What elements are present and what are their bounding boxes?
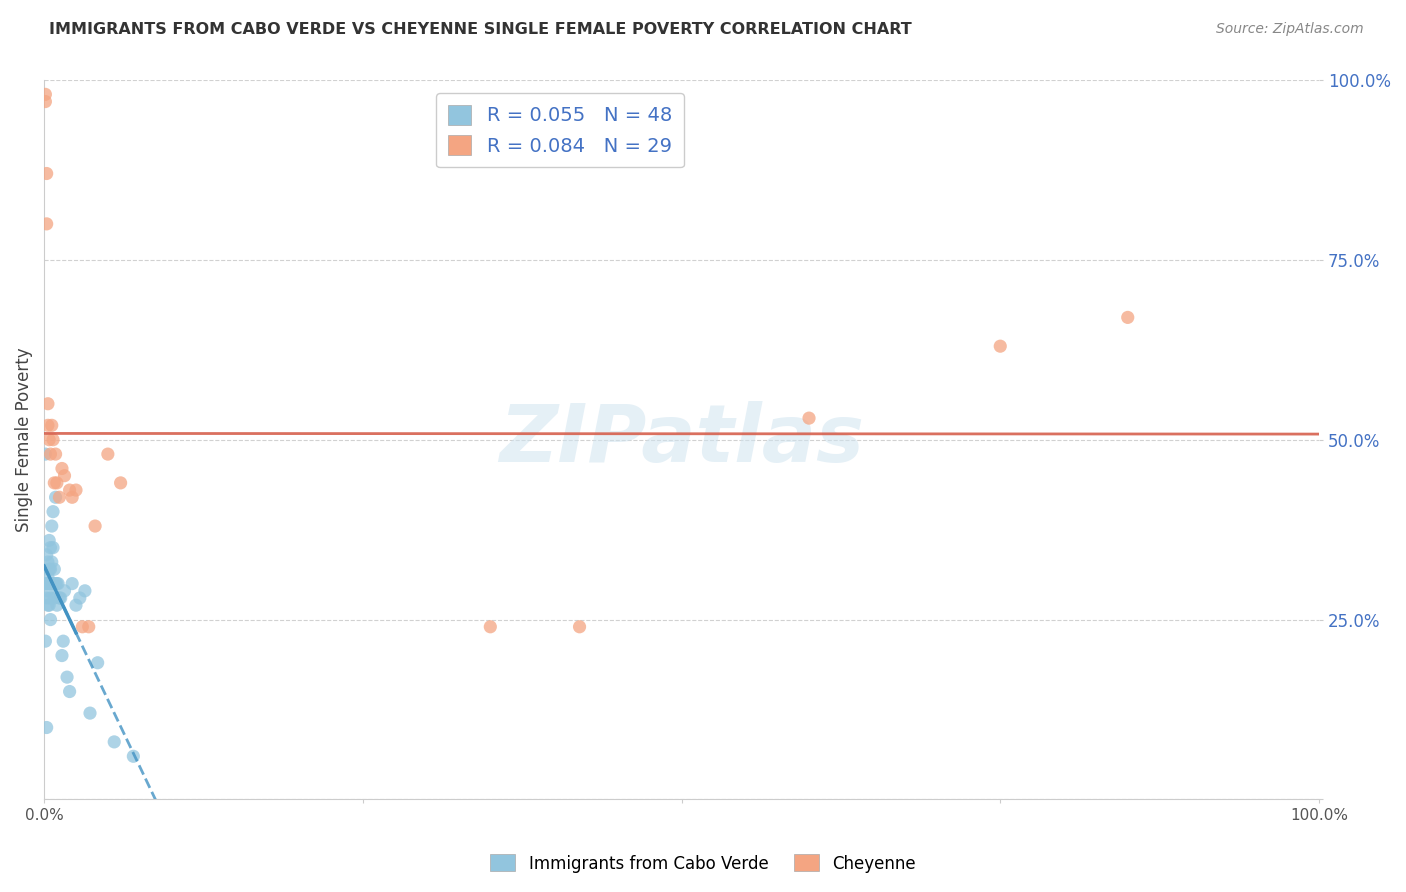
Point [110,475,132,490]
Point [38,562,60,576]
Point [51,461,73,475]
Point [42,541,65,555]
Point [35,591,58,605]
Point [39,447,62,461]
Point [44,562,66,576]
Point [568,620,591,634]
Point [39,576,62,591]
Point [41,576,63,591]
Point [72,620,94,634]
Point [41,519,63,533]
Point [479,620,502,634]
Y-axis label: Single Female Poverty: Single Female Poverty [15,347,32,532]
Point [51,648,73,663]
Point [34,634,56,648]
Point [56,670,79,684]
Point [77,620,100,634]
Point [35,217,58,231]
Point [44,591,66,605]
Point [45,598,67,612]
Point [53,468,76,483]
Point [988,339,1011,353]
Point [103,735,125,749]
Point [42,505,65,519]
Point [41,555,63,569]
Point [45,576,67,591]
Point [59,483,82,497]
Point [37,397,59,411]
Point [45,490,67,504]
Text: ZIPatlas: ZIPatlas [499,401,865,479]
Point [48,591,70,605]
Point [1116,310,1139,325]
Point [42,433,65,447]
Point [34,95,56,109]
Legend: Immigrants from Cabo Verde, Cheyenne: Immigrants from Cabo Verde, Cheyenne [484,847,922,880]
Point [38,576,60,591]
Point [39,613,62,627]
Point [37,555,59,569]
Point [45,447,67,461]
Point [38,533,60,548]
Legend: R = 0.055   N = 48, R = 0.084   N = 29: R = 0.055 N = 48, R = 0.084 N = 29 [436,94,683,168]
Point [45,576,67,591]
Point [34,447,56,461]
Point [65,483,87,497]
Point [97,447,120,461]
Text: Source: ZipAtlas.com: Source: ZipAtlas.com [1216,22,1364,37]
Point [34,576,56,591]
Point [46,576,69,591]
Point [37,598,59,612]
Point [73,583,96,598]
Point [34,87,56,102]
Point [797,411,820,425]
Point [69,591,91,605]
Point [35,548,58,562]
Text: IMMIGRANTS FROM CABO VERDE VS CHEYENNE SINGLE FEMALE POVERTY CORRELATION CHART: IMMIGRANTS FROM CABO VERDE VS CHEYENNE S… [49,22,912,37]
Point [41,418,63,433]
Point [37,569,59,583]
Point [122,749,145,764]
Point [65,598,87,612]
Point [49,591,72,605]
Point [37,583,59,598]
Point [38,598,60,612]
Point [79,706,101,720]
Point [35,167,58,181]
Point [60,576,83,591]
Point [45,475,67,490]
Point [37,418,59,433]
Point [42,576,65,591]
Point [53,583,76,598]
Point [84,519,107,533]
Point [60,490,83,504]
Point [44,475,66,490]
Point [48,490,70,504]
Point [59,684,82,698]
Point [39,591,62,605]
Point [35,721,58,735]
Point [38,433,60,447]
Point [86,656,108,670]
Point [52,634,75,648]
Point [35,576,58,591]
Point [39,562,62,576]
Point [39,541,62,555]
